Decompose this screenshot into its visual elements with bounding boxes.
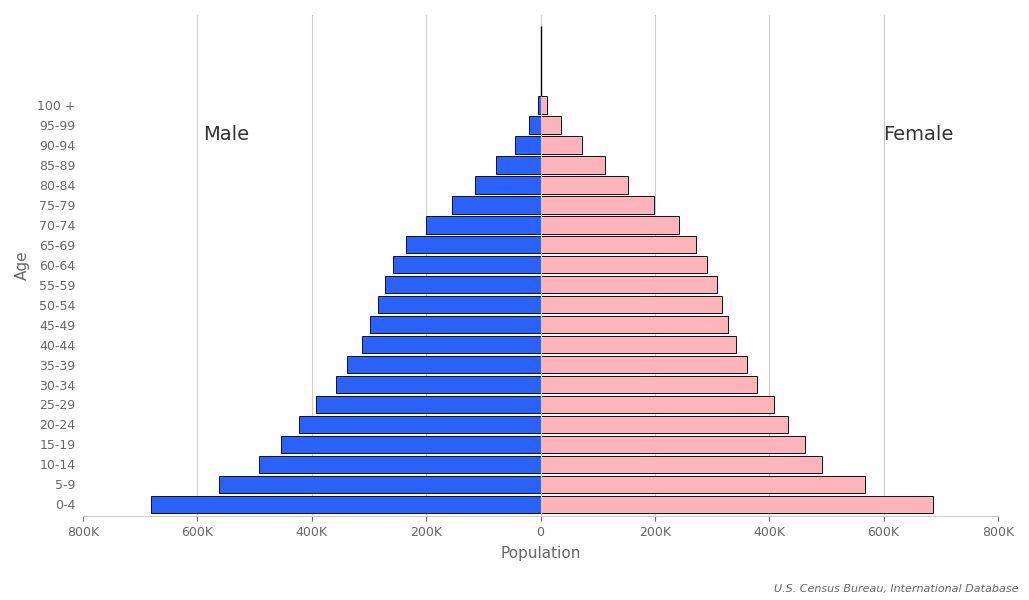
Y-axis label: Age: Age: [15, 251, 30, 280]
X-axis label: Population: Population: [500, 546, 580, 561]
Text: Male: Male: [203, 125, 249, 145]
Bar: [540, 416, 787, 433]
Bar: [540, 276, 716, 293]
Bar: [540, 236, 696, 253]
Bar: [282, 436, 540, 453]
Bar: [540, 455, 822, 473]
Bar: [540, 376, 756, 393]
Bar: [540, 196, 653, 214]
Bar: [452, 196, 540, 214]
Bar: [540, 436, 805, 453]
Bar: [540, 316, 729, 334]
Bar: [540, 116, 561, 134]
Bar: [540, 216, 679, 233]
Bar: [378, 296, 540, 313]
Text: U.S. Census Bureau, International Database: U.S. Census Bureau, International Databa…: [774, 584, 1019, 594]
Bar: [316, 395, 540, 413]
Bar: [540, 476, 865, 493]
Bar: [370, 316, 540, 334]
Bar: [540, 136, 581, 154]
Bar: [540, 336, 736, 353]
Bar: [426, 216, 540, 233]
Bar: [540, 256, 708, 274]
Bar: [406, 236, 540, 253]
Bar: [540, 496, 933, 513]
Bar: [347, 356, 540, 373]
Bar: [514, 136, 540, 154]
Bar: [496, 156, 540, 173]
Bar: [298, 416, 540, 433]
Bar: [150, 496, 540, 513]
Bar: [540, 96, 547, 113]
Bar: [393, 256, 540, 274]
Bar: [474, 176, 540, 194]
Bar: [540, 296, 722, 313]
Bar: [540, 395, 774, 413]
Bar: [362, 336, 540, 353]
Bar: [540, 176, 628, 194]
Bar: [335, 376, 540, 393]
Bar: [540, 356, 747, 373]
Bar: [219, 476, 540, 493]
Text: Female: Female: [883, 125, 953, 145]
Bar: [258, 455, 540, 473]
Bar: [537, 96, 540, 113]
Bar: [385, 276, 540, 293]
Bar: [529, 116, 540, 134]
Bar: [540, 156, 605, 173]
